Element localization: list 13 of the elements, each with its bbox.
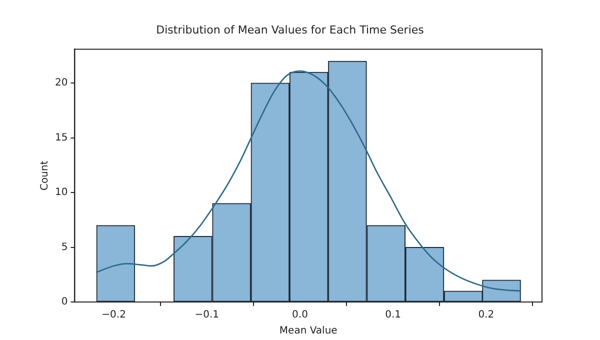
x-tick-label: 0.1 — [385, 310, 402, 321]
y-tick-label: 5 — [61, 242, 68, 253]
x-tick-label: −0.2 — [102, 310, 126, 321]
chart-title: Distribution of Mean Values for Each Time Series — [156, 23, 424, 36]
y-tick-label: 15 — [54, 132, 68, 144]
x-axis-title: Mean Value — [279, 326, 338, 337]
x-tick-label: 0.2 — [478, 310, 494, 321]
y-tick-label: 0 — [61, 296, 68, 308]
y-axis-title: Count — [40, 160, 51, 190]
y-tick-label: 20 — [54, 78, 68, 89]
x-tick-label: −0.1 — [194, 310, 220, 321]
x-tick-label: 0.0 — [292, 310, 308, 321]
y-tick-label: 10 — [54, 187, 68, 198]
